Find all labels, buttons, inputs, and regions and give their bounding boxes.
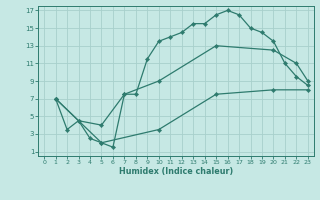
X-axis label: Humidex (Indice chaleur): Humidex (Indice chaleur) <box>119 167 233 176</box>
